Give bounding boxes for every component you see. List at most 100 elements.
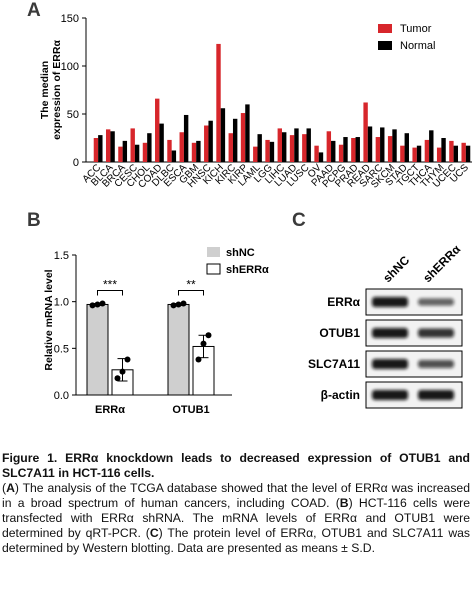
data-point [175,301,182,308]
bar-tumor [326,131,332,162]
bar-tumor [449,140,454,162]
figure-caption: Figure 1. ERRα knockdown leads to decrea… [2,451,470,556]
legend-label: shNC [226,247,255,259]
caption-panel-ref: C [149,526,159,540]
bar-normal [429,130,434,162]
bar-normal [367,126,373,162]
significance-bracket [178,289,204,296]
bar-tumor [155,98,160,162]
bar-tumor [240,113,246,162]
qpcr-chart: 0.0 0.5 1.0 1.5 Relative mRNA level *** ERRα **… [43,247,269,416]
bar-tumor [461,142,466,162]
bar-normal [282,132,287,162]
y-tick-label: 150 [61,13,79,25]
y-tick-label: 50 [67,109,79,121]
data-point [124,356,131,363]
bar-normal [257,134,262,162]
bar-tumor [289,135,295,162]
bar-tumor [253,146,258,162]
data-point [119,368,126,375]
data-point [89,302,96,309]
bar-shnc [86,303,109,396]
significance-label: *** [103,277,117,291]
y-tick-label: 0.0 [54,390,69,402]
bar-tumor [375,137,381,162]
legend-label: Tumor [400,23,432,35]
panel-letter-b: B [27,210,41,231]
caption-body: (A) The analysis of the TCGA database sh… [2,481,470,555]
data-point [195,356,202,363]
bar-normal [404,133,409,162]
data-point [94,301,101,308]
blot-row-label: β-actin [321,388,360,402]
protein-band [372,359,408,369]
bar-tumor [105,129,111,162]
bar-normal [122,140,128,162]
data-point [180,300,187,307]
legend-swatch [378,41,392,50]
bar-tumor [338,144,344,162]
bar-tumor [265,139,270,162]
data-point [205,332,212,339]
bar-normal [110,131,115,162]
bar-normal [318,152,324,162]
bar-tumor [314,145,319,162]
bar-normal [453,145,459,162]
x-tick-label: ERRα [95,404,125,416]
bar-tumor [400,145,405,162]
data-point [170,302,177,309]
bar-normal [134,144,140,162]
caption-panel-ref: A [6,481,15,495]
y-tick-label: 100 [61,61,79,73]
protein-band [372,328,408,338]
bar-tumor [277,128,282,162]
x-tick-label: OTUB1 [172,404,209,416]
bar-normal [196,140,201,162]
bar-normal [208,120,213,162]
bar-normal [220,108,226,162]
bar-tumor [130,128,135,162]
bar-tumor [436,147,442,162]
bar-tumor [191,142,197,162]
protein-band [418,390,454,400]
lane-label: shNC [380,253,412,285]
bar-tumor [216,43,221,162]
lane-label: shERRα [420,242,463,285]
significance-bracket [97,289,123,296]
bar-tumor [387,136,393,162]
significance-label: ** [186,277,196,291]
protein-band [372,297,408,307]
bar-normal [380,127,385,162]
bar-normal [331,140,336,162]
bar-tumor [363,102,368,162]
bar-normal [392,129,397,162]
bar-normal [183,114,189,162]
legend-label: shERRα [226,264,269,276]
caption-title: Figure 1. ERRα knockdown leads to decrea… [2,451,470,480]
legend-swatch [207,247,220,257]
bar-normal [159,123,164,162]
bar-normal [441,138,446,162]
bar-normal [343,137,348,162]
bar-tumor [142,142,148,162]
bar-tumor [351,138,356,162]
bar-tumor [302,134,307,162]
data-point [114,375,121,382]
protein-band [418,298,454,306]
legend-swatch [378,24,392,33]
data-point [99,300,106,307]
blot-row-label: ERRα [327,295,360,309]
legend-swatch [206,263,221,275]
bar-normal [269,141,275,162]
y-axis-label: Relative mRNA level [43,269,55,370]
y-tick-label: 1.0 [54,297,69,309]
panel-letter-a: A [27,0,41,21]
protein-band [418,328,454,338]
bar-normal [98,135,103,162]
bar-shnc [167,303,190,396]
protein-band [372,390,408,400]
y-tick-label: 1.5 [54,250,69,262]
bar-normal [147,133,152,162]
bar-normal [306,128,311,162]
